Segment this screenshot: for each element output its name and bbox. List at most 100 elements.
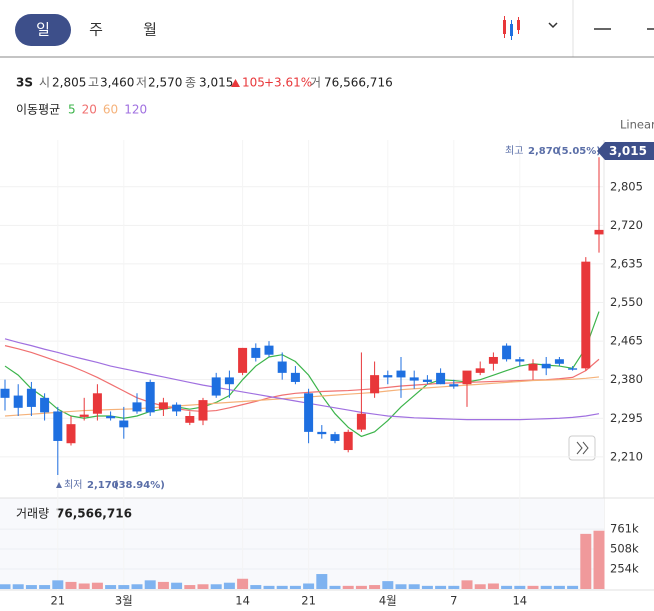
volume-bar	[435, 585, 447, 589]
low-marker	[56, 482, 62, 488]
ma-line	[4, 311, 600, 438]
candle-body	[409, 377, 419, 381]
field-label: 종	[185, 76, 196, 90]
tab[interactable]: 일	[36, 21, 50, 39]
x-tick-label: 14	[512, 594, 527, 608]
candle-body	[172, 404, 182, 412]
y-tick-label: 2,805	[610, 179, 643, 193]
legend-entry: 60	[103, 103, 118, 117]
y-tick-label: 761k	[610, 522, 639, 536]
volume-bar	[171, 582, 183, 589]
up-arrow	[231, 79, 240, 87]
scroll-icon[interactable]	[576, 441, 589, 455]
volume-bar	[157, 581, 169, 589]
volume-bar	[514, 585, 526, 589]
candle-body	[317, 431, 327, 435]
symbol: 3S	[16, 76, 33, 90]
candle-body	[541, 363, 551, 369]
candle-body	[290, 372, 300, 382]
volume-bar	[144, 580, 156, 589]
low-annotation-label: 최저	[64, 479, 82, 491]
candle-body	[106, 415, 116, 419]
high-annotation-pct: (5.05%)	[557, 146, 601, 157]
candle-body	[568, 368, 578, 370]
low-annotation-pct: (38.94%)	[114, 480, 165, 491]
volume-bar	[91, 582, 103, 589]
price-tag-label: 3,015	[609, 144, 647, 158]
candle-body	[238, 347, 248, 373]
volume-bar	[0, 584, 11, 589]
volume-bar	[316, 574, 328, 589]
candle-body	[277, 361, 287, 373]
tab[interactable]: 월	[143, 21, 157, 39]
volume-bar	[501, 585, 513, 589]
field-label: 고	[88, 76, 99, 90]
volume-bar	[408, 584, 420, 589]
x-tick-label: 21	[301, 594, 316, 608]
field-label: 저	[136, 76, 147, 90]
candle-body	[475, 368, 485, 373]
volume-bar	[395, 584, 407, 589]
y-tick-label: 2,380	[610, 372, 643, 386]
candle-body	[330, 434, 340, 441]
tab-selected-bg[interactable]	[15, 14, 71, 46]
volume-bar	[237, 578, 249, 589]
candle-body	[158, 402, 168, 410]
low-annotation-value: 2,170	[87, 480, 119, 491]
candle-body	[502, 345, 512, 360]
candle-body	[224, 377, 234, 385]
candle-body	[119, 420, 129, 428]
candle-body	[594, 229, 604, 235]
volume-bar	[52, 580, 64, 589]
candle-body	[554, 359, 564, 364]
ma-line	[4, 376, 600, 417]
field-label: 거	[310, 76, 321, 90]
volume-bar	[382, 581, 394, 589]
ma-line	[4, 338, 600, 421]
candle-body	[356, 413, 366, 430]
candle-body	[383, 375, 393, 378]
volume-bar	[303, 583, 315, 589]
volume-bar	[355, 585, 367, 589]
y-tick-label: 2,465	[610, 334, 643, 348]
candle-body	[0, 388, 10, 398]
volume-bar	[567, 585, 579, 589]
volume-bar	[250, 585, 262, 589]
volume-bar	[263, 585, 275, 589]
ma-line	[4, 345, 600, 413]
field-value: 2,570	[148, 76, 182, 90]
volume-bar	[461, 580, 473, 589]
candle-body	[79, 414, 89, 417]
scale-label[interactable]: Linear	[620, 118, 654, 132]
candle-body	[92, 393, 102, 414]
volume-bar	[540, 585, 552, 589]
volume-panel	[0, 498, 604, 590]
volume-bar	[210, 584, 222, 589]
x-tick-label: 14	[235, 594, 250, 608]
volume-bar	[474, 584, 486, 589]
y-tick-label: 2,635	[610, 256, 643, 270]
x-tick-label: 4월	[379, 594, 397, 608]
y-tick-label: 2,550	[610, 295, 643, 309]
candle-body	[185, 415, 195, 423]
price-tag	[597, 142, 654, 160]
chart-type-icon[interactable]	[503, 16, 520, 40]
candle-body	[13, 395, 23, 408]
dropdown-chevron[interactable]	[548, 22, 558, 29]
volume-bar	[118, 585, 130, 589]
candle-body	[66, 424, 76, 444]
y-tick-label: 2,295	[610, 411, 643, 425]
field-value: 3,015	[199, 76, 233, 90]
high-annotation-value: 2,870	[528, 146, 560, 157]
field-value: 3,460	[100, 76, 134, 90]
field-value: 76,566,716	[324, 76, 393, 90]
volume-bar	[369, 585, 381, 589]
volume-bar	[65, 581, 77, 589]
candle-body	[26, 388, 36, 407]
candle-body	[53, 411, 63, 441]
tab[interactable]: 주	[89, 21, 103, 39]
candle-body	[304, 393, 314, 432]
legend-entry: 20	[82, 103, 97, 117]
candle-body	[436, 372, 446, 385]
